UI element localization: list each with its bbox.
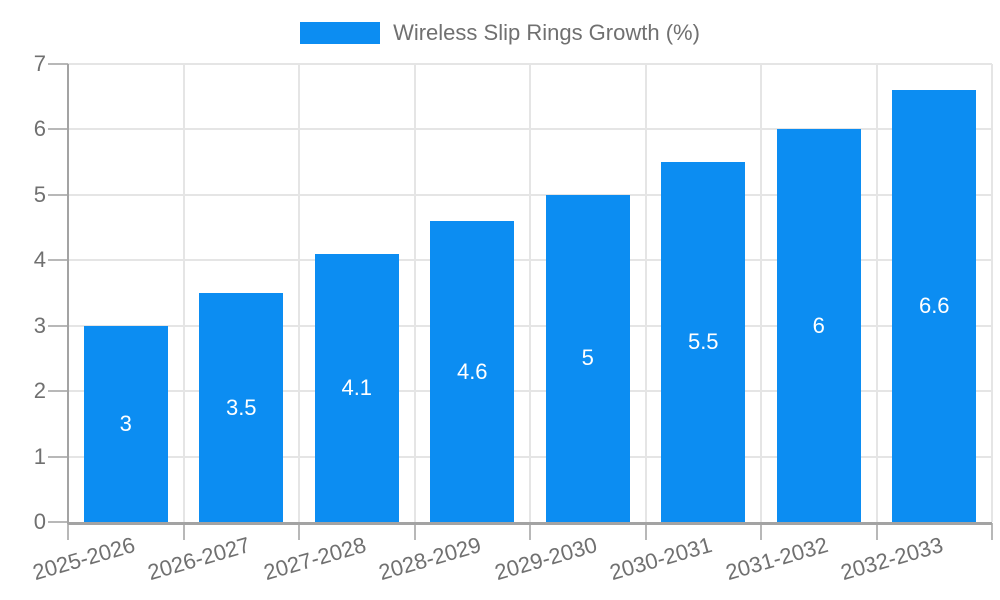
x-axis-tick: [529, 523, 531, 540]
x-axis-category-label: 2027-2028: [260, 532, 369, 586]
y-axis-tick: [48, 521, 68, 523]
y-axis-tick-label: 1: [33, 443, 46, 469]
bar-value-label: 6: [812, 312, 825, 338]
v-gridline: [298, 64, 300, 522]
y-axis-tick: [48, 455, 68, 458]
x-axis-category-label: 2026-2027: [144, 532, 253, 586]
x-axis-tick: [182, 523, 185, 540]
x-axis-category-label: 2031-2032: [722, 532, 831, 586]
v-gridline: [644, 64, 647, 522]
bar: 3.5: [199, 293, 284, 522]
x-axis-tick: [67, 523, 69, 540]
v-gridline: [991, 64, 993, 522]
bar: 3: [83, 325, 168, 522]
x-axis-tick: [413, 523, 416, 540]
bar-value-label: 3: [119, 410, 132, 436]
bar-value-label: 3.5: [225, 394, 257, 420]
y-axis-tick-label: 6: [33, 116, 46, 142]
legend-label: Wireless Slip Rings Growth (%): [393, 20, 700, 45]
bar-value-label: 4.1: [341, 374, 373, 400]
legend-item[interactable]: Wireless Slip Rings Growth (%): [0, 18, 1000, 48]
y-axis-tick-label: 5: [33, 181, 46, 207]
y-axis-tick: [48, 128, 68, 131]
x-axis-tick: [875, 523, 878, 540]
y-axis-tick-label: 4: [33, 247, 46, 273]
y-axis-tick-label: 7: [33, 51, 46, 76]
y-axis-tick-label: 2: [33, 378, 46, 404]
x-axis-tick: [760, 523, 762, 540]
x-axis-tick: [991, 523, 993, 540]
bar: 6: [776, 129, 861, 522]
v-gridline: [413, 64, 416, 522]
y-axis-tick-label: 0: [33, 509, 46, 534]
bar: 4.6: [430, 221, 515, 522]
y-axis-line: [67, 64, 69, 524]
y-axis-tick-label: 3: [33, 312, 46, 338]
y-axis-tick: [48, 193, 68, 196]
x-axis-category-label: 2029-2030: [491, 532, 600, 586]
bar: 6.6: [892, 90, 977, 522]
x-axis-tick: [644, 523, 647, 540]
y-axis-tick: [48, 63, 68, 65]
bar-value-label: 5.5: [687, 329, 719, 355]
x-axis-category-label: 2025-2026: [29, 532, 138, 586]
bar-value-label: 6.6: [918, 293, 950, 319]
y-axis-tick: [48, 259, 68, 262]
v-gridline: [760, 64, 762, 522]
y-axis-tick: [48, 390, 68, 393]
legend-swatch: [300, 22, 381, 44]
v-gridline: [875, 64, 878, 522]
bar: 4.1: [314, 253, 399, 522]
x-axis-category-label: 2028-2029: [375, 532, 484, 586]
v-gridline: [182, 64, 185, 522]
x-axis-category-label: 2030-2031: [606, 532, 715, 586]
bar-value-label: 4.6: [456, 358, 488, 384]
bar: 5: [545, 194, 630, 522]
y-axis-tick: [48, 324, 68, 327]
x-axis-category-label: 2032-2033: [837, 532, 946, 586]
bar: 5.5: [661, 162, 746, 522]
bar-value-label: 5: [581, 345, 594, 371]
x-axis-line: [68, 522, 992, 525]
x-axis-tick: [298, 523, 300, 540]
v-gridline: [529, 64, 531, 522]
